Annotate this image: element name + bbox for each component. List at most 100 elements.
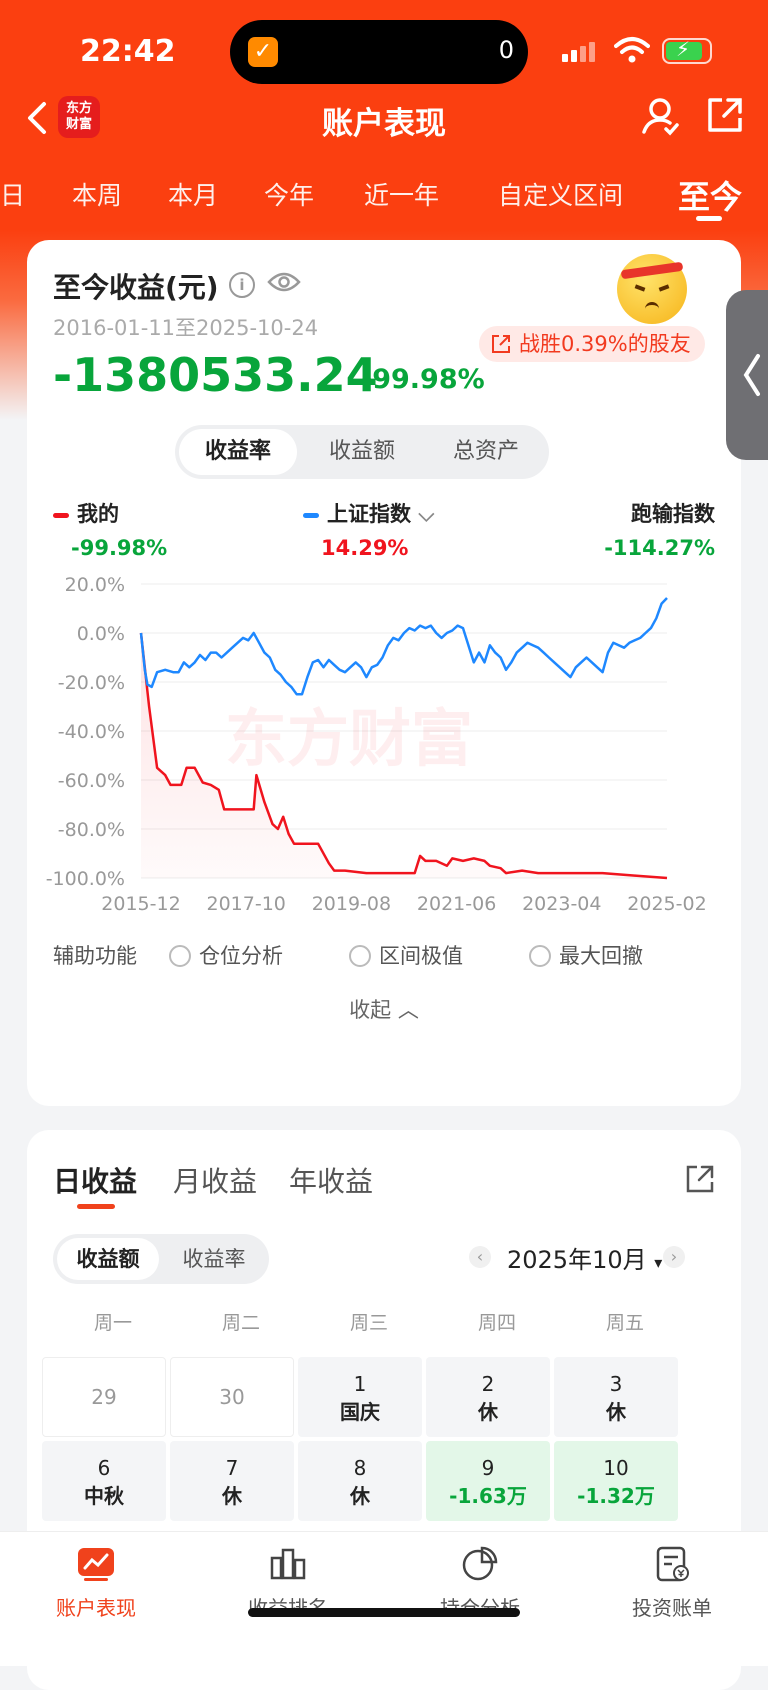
x-tick-label: 2023-04	[522, 893, 601, 915]
calendar-day-number: 6	[97, 1456, 111, 1480]
calendar-day-value: 中秋	[84, 1484, 124, 1508]
battery-icon: ⚡	[662, 37, 712, 64]
returns-mode-switcher: 收益额 收益率	[53, 1234, 269, 1284]
radio-range-extremes[interactable]: 区间极值	[349, 940, 463, 970]
month-selector[interactable]: 2025年10月 ▾	[507, 1240, 662, 1275]
dynamic-island: ✓ 0	[230, 20, 528, 84]
aux-label: 辅助功能	[53, 944, 137, 968]
tab-daily-returns[interactable]: 日收益	[53, 1165, 138, 1198]
tab-since-inception[interactable]: 至今	[678, 178, 743, 216]
legend-index[interactable]: 上证指数 ⌵ 14.29%	[303, 498, 434, 560]
collapse-button[interactable]: 收起 ︿	[27, 994, 741, 1024]
legend-index-value: 14.29%	[321, 536, 409, 560]
metric-tab-total-assets[interactable]: 总资产	[452, 439, 519, 464]
tab-last-year[interactable]: 近一年	[364, 181, 440, 210]
x-tick-label: 2019-08	[312, 893, 391, 915]
weekday-header: 周五	[605, 1312, 644, 1334]
calendar-day-number: 8	[353, 1456, 367, 1480]
x-tick-label: 2017-10	[207, 893, 286, 915]
mode-tab-amount[interactable]: 收益额	[57, 1238, 159, 1280]
legend-diff-value: -114.27%	[604, 536, 715, 560]
tab-yearly-returns[interactable]: 年收益	[289, 1165, 374, 1198]
metric-switcher: 收益率 收益额 总资产	[175, 425, 549, 479]
calendar-day-number: 10	[603, 1456, 629, 1480]
y-tick-label: -60.0%	[58, 770, 125, 792]
period-tabs: 日 本周 本月 今年 近一年 自定义区间 至今	[0, 172, 768, 228]
angry-emoji-mascot	[617, 254, 687, 324]
series-line-mine	[139, 632, 668, 880]
tab-monthly-returns[interactable]: 月收益	[173, 1165, 258, 1198]
chevron-left-icon	[743, 354, 760, 396]
tab-year[interactable]: 今年	[264, 181, 315, 210]
returns-tab-indicator	[77, 1204, 115, 1209]
calendar-day-cell[interactable]: 6 中秋	[42, 1441, 166, 1521]
radio-range-extremes-label: 区间极值	[379, 944, 463, 968]
mine-area-fill	[141, 633, 667, 878]
calendar-day-number: 7	[225, 1456, 239, 1480]
y-tick-label: 0.0%	[77, 623, 125, 645]
return-chart[interactable]: 东方财富 20.0% 0.0% -20.0% -40.0% -60.0% -80.0% -1…	[27, 570, 741, 930]
calendar-day-number: 9	[481, 1456, 495, 1480]
total-pnl-percent: -99.98%	[361, 364, 485, 395]
legend-diff: 跑输指数 -114.27%	[604, 498, 715, 560]
legend-diff-label: 跑输指数	[631, 502, 715, 526]
calendar-day-value: 休	[222, 1484, 242, 1508]
calendar-day-number: 1	[353, 1372, 367, 1396]
x-tick-label: 2025-02	[627, 893, 706, 915]
collapse-label: 收起	[349, 998, 392, 1022]
user-profile-icon[interactable]	[640, 96, 680, 136]
page-title: 账户表现	[322, 106, 446, 142]
metric-tab-return-amount[interactable]: 收益额	[328, 439, 395, 464]
tab-month[interactable]: 本月	[168, 181, 219, 210]
calendar-day-value: -1.32万	[577, 1484, 655, 1508]
radio-position-analysis-label: 仓位分析	[199, 944, 283, 968]
radio-position-analysis[interactable]: 仓位分析	[169, 940, 283, 970]
beat-peers-badge[interactable]: 战胜0.39%的股友	[479, 326, 705, 362]
home-indicator	[248, 1608, 520, 1617]
tab-week[interactable]: 本周	[72, 181, 123, 210]
legend-mine-label: 我的	[77, 502, 119, 526]
back-arrow-icon[interactable]	[22, 100, 54, 136]
calendar-day-cell[interactable]: 1 国庆	[298, 1357, 422, 1437]
metric-tab-return-rate[interactable]: 收益率	[179, 429, 297, 475]
prev-month-button[interactable]: ‹	[469, 1246, 491, 1268]
tabbar-account-performance[interactable]: 账户表现	[0, 1546, 192, 1621]
nav-bar: 东方 财富 账户表现	[0, 92, 768, 142]
calendar-day-cell[interactable]: 29	[42, 1357, 166, 1437]
calendar-day-cell[interactable]: 9 -1.63万	[426, 1441, 550, 1521]
active-tab-indicator	[696, 216, 722, 221]
calendar-day-value: 休	[350, 1484, 370, 1508]
side-drawer-handle[interactable]	[726, 290, 768, 460]
mode-tab-rate[interactable]: 收益率	[182, 1247, 246, 1271]
chevron-down-icon: ⌵	[418, 502, 435, 526]
radio-max-drawdown[interactable]: 最大回撤	[529, 940, 643, 970]
tab-custom-range[interactable]: 自定义区间	[498, 181, 624, 210]
tabbar-investment-statement[interactable]: 投资账单	[576, 1546, 768, 1621]
info-icon[interactable]: i	[229, 272, 255, 298]
calendar-day-cell[interactable]: 10 -1.32万	[554, 1441, 678, 1521]
y-tick-label: -100.0%	[46, 868, 125, 890]
calendar-day-number: 29	[91, 1385, 117, 1409]
bottom-tab-bar: 账户表现 收益排名 持仓分析 投资账单	[0, 1531, 768, 1666]
weekday-header: 周一	[93, 1312, 132, 1334]
y-tick-label: -20.0%	[58, 672, 125, 694]
beat-peers-text: 战胜0.39%的股友	[519, 332, 691, 356]
calendar-day-value: 国庆	[340, 1400, 380, 1424]
calendar-day-number: 30	[219, 1385, 245, 1409]
share-icon[interactable]	[685, 1164, 715, 1194]
calendar-day-cell[interactable]: 30	[170, 1357, 294, 1437]
month-label: 2025年10月	[507, 1246, 647, 1274]
share-icon[interactable]	[706, 96, 744, 134]
legend-index-swatch	[303, 512, 319, 518]
island-counter: 0	[498, 36, 514, 64]
eye-icon[interactable]	[267, 270, 301, 294]
tab-day[interactable]: 日	[0, 181, 26, 210]
series-line-index	[139, 597, 668, 696]
weekday-header: 周四	[477, 1312, 516, 1334]
calendar-day-value: -1.63万	[449, 1484, 527, 1508]
next-month-button[interactable]: ›	[663, 1246, 685, 1268]
